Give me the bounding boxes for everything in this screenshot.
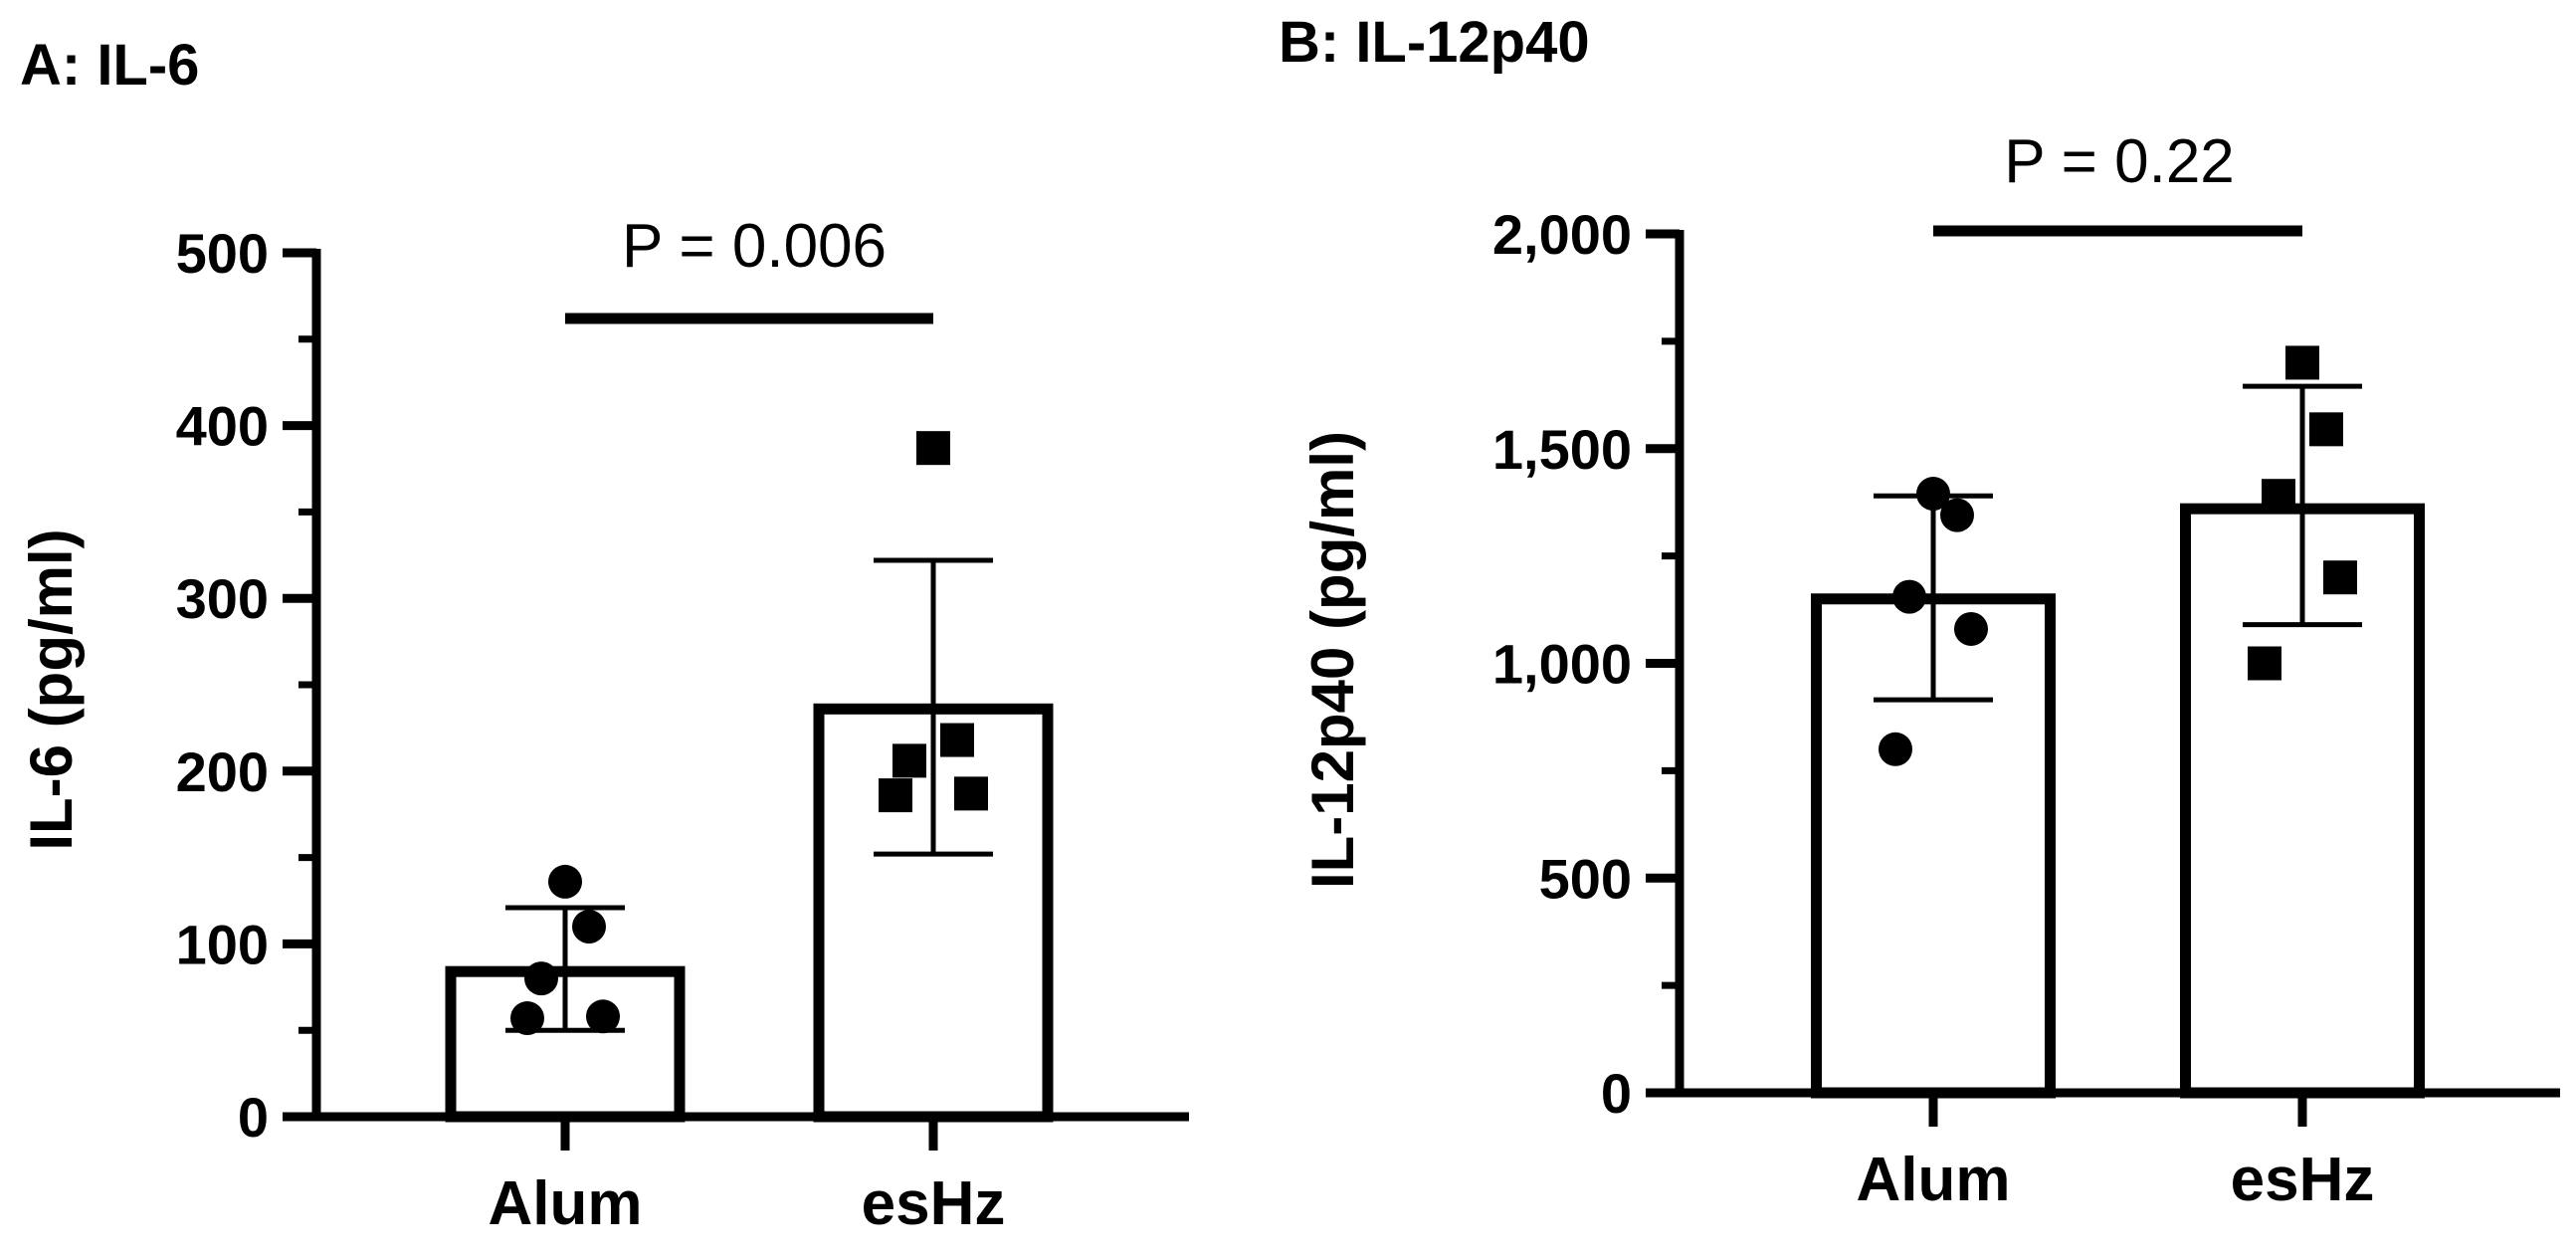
panel-b-data-point — [2323, 560, 2357, 595]
panel-b-data-point — [2309, 412, 2343, 447]
panel-a-title: A: IL-6 — [20, 33, 199, 98]
panel-b-y-tick-label: 1,500 — [1492, 418, 1632, 481]
panel-b-data-point — [1916, 477, 1950, 512]
panel-a-x-tick-label-eshz: esHz — [862, 1169, 1006, 1238]
panel-a-data-point — [586, 999, 620, 1034]
panel-b: B: IL-12p40 IL-12p40 (pg/ml) P = 0.22 0 5… — [1279, 10, 2560, 1214]
panel-a-y-tick-label: 200 — [176, 740, 269, 803]
panel-a-y-tick-label: 100 — [176, 913, 269, 975]
panel-b-data-point — [1954, 611, 1988, 646]
panel-a-x-tick-label-alum: Alum — [489, 1169, 643, 1238]
panel-a-y-axis-title: IL-6 (pg/ml) — [18, 528, 85, 850]
panel-a-data-point — [940, 723, 974, 757]
panel-a-y-tick-label: 0 — [238, 1086, 269, 1149]
panel-a-p-value: P = 0.006 — [622, 212, 887, 281]
panel-b-title: B: IL-12p40 — [1279, 10, 1590, 75]
panel-a-data-point — [879, 778, 912, 813]
panel-a-y-tick-label: 500 — [176, 222, 269, 285]
panel-b-data-point — [2262, 479, 2295, 514]
panel-a-y-tick-label: 300 — [176, 567, 269, 630]
panel-b-data-point — [1879, 732, 1912, 766]
panel-b-y-tick-label: 500 — [1539, 847, 1632, 910]
panel-a-data-point — [572, 910, 606, 945]
panel-b-data-point — [1940, 498, 1974, 532]
panel-a-data-point — [524, 961, 558, 996]
panel-b-x-tick-label-alum: Alum — [1857, 1146, 2011, 1214]
panel-a-data-point — [548, 864, 582, 899]
panel-a-data-point — [892, 743, 926, 778]
panel-b-data-point — [2285, 345, 2319, 380]
panel-a-data-point — [916, 431, 950, 466]
panel-a-y-tick-label: 400 — [176, 395, 269, 458]
panel-b-data-point — [2248, 646, 2281, 681]
panel-b-x-tick-label-eshz: esHz — [2231, 1146, 2375, 1214]
panel-b-data-point — [1892, 579, 1926, 614]
panel-b-p-value: P = 0.22 — [2004, 127, 2235, 196]
panel-b-y-tick-label: 1,000 — [1492, 633, 1632, 696]
panel-b-y-tick-label: 2,000 — [1492, 203, 1632, 266]
panel-b-y-axis-title: IL-12p40 (pg/ml) — [1299, 431, 1366, 889]
panel-b-y-tick-label: 0 — [1601, 1062, 1632, 1125]
panel-a-data-point — [954, 776, 988, 811]
panel-a-data-point — [510, 1001, 544, 1036]
panel-a: A: IL-6 IL-6 (pg/ml) P = 0.006 0 100 200 30… — [18, 33, 1189, 1238]
